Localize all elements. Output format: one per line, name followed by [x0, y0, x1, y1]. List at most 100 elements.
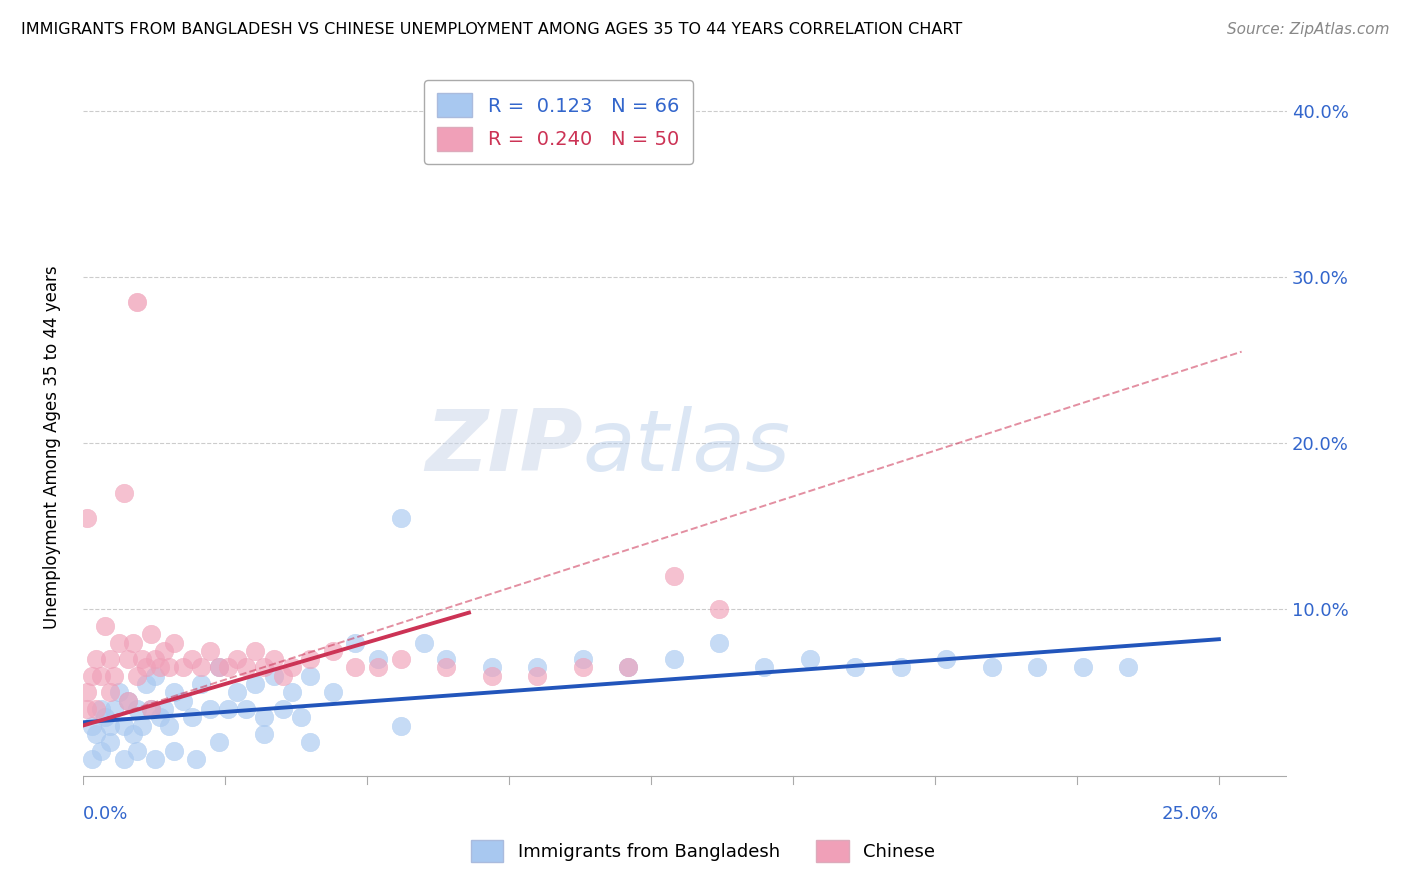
- Point: [389, 511, 412, 525]
- Point: [263, 652, 285, 666]
- Point: [208, 735, 231, 749]
- Point: [80, 752, 103, 766]
- Point: [271, 669, 294, 683]
- Point: [844, 660, 866, 674]
- Point: [157, 719, 180, 733]
- Point: [208, 660, 231, 674]
- Point: [121, 635, 143, 649]
- Point: [117, 652, 139, 666]
- Point: [117, 694, 139, 708]
- Text: ZIP: ZIP: [425, 406, 582, 489]
- Point: [481, 660, 503, 674]
- Point: [198, 644, 221, 658]
- Point: [280, 660, 302, 674]
- Point: [707, 635, 730, 649]
- Point: [162, 635, 184, 649]
- Point: [84, 652, 107, 666]
- Point: [662, 652, 685, 666]
- Point: [322, 644, 344, 658]
- Point: [235, 702, 257, 716]
- Point: [131, 719, 153, 733]
- Point: [180, 710, 202, 724]
- Point: [263, 669, 285, 683]
- Point: [280, 685, 302, 699]
- Point: [103, 669, 125, 683]
- Point: [1071, 660, 1094, 674]
- Text: 25.0%: 25.0%: [1161, 805, 1219, 822]
- Point: [235, 660, 257, 674]
- Text: 0.0%: 0.0%: [83, 805, 128, 822]
- Point: [145, 652, 167, 666]
- Point: [253, 710, 276, 724]
- Point: [90, 702, 112, 716]
- Point: [98, 735, 121, 749]
- Point: [412, 635, 434, 649]
- Y-axis label: Unemployment Among Ages 35 to 44 years: Unemployment Among Ages 35 to 44 years: [44, 266, 60, 629]
- Point: [90, 669, 112, 683]
- Point: [121, 727, 143, 741]
- Point: [145, 752, 167, 766]
- Text: atlas: atlas: [582, 406, 790, 489]
- Point: [127, 294, 149, 309]
- Point: [90, 743, 112, 757]
- Point: [245, 677, 267, 691]
- Point: [145, 669, 167, 683]
- Point: [799, 652, 821, 666]
- Point: [135, 660, 157, 674]
- Point: [149, 660, 172, 674]
- Point: [139, 702, 162, 716]
- Point: [135, 677, 157, 691]
- Text: IMMIGRANTS FROM BANGLADESH VS CHINESE UNEMPLOYMENT AMONG AGES 35 TO 44 YEARS COR: IMMIGRANTS FROM BANGLADESH VS CHINESE UN…: [21, 22, 962, 37]
- Point: [112, 486, 135, 500]
- Point: [76, 702, 98, 716]
- Point: [367, 660, 389, 674]
- Point: [890, 660, 912, 674]
- Point: [290, 710, 312, 724]
- Point: [117, 694, 139, 708]
- Point: [253, 660, 276, 674]
- Point: [112, 752, 135, 766]
- Point: [108, 685, 131, 699]
- Point: [172, 694, 194, 708]
- Point: [98, 719, 121, 733]
- Point: [389, 719, 412, 733]
- Point: [481, 669, 503, 683]
- Point: [94, 619, 117, 633]
- Point: [344, 660, 367, 674]
- Point: [131, 652, 153, 666]
- Point: [245, 644, 267, 658]
- Point: [84, 702, 107, 716]
- Point: [253, 727, 276, 741]
- Point: [226, 652, 249, 666]
- Text: Source: ZipAtlas.com: Source: ZipAtlas.com: [1226, 22, 1389, 37]
- Point: [935, 652, 957, 666]
- Point: [434, 652, 457, 666]
- Point: [127, 743, 149, 757]
- Point: [662, 569, 685, 583]
- Point: [617, 660, 640, 674]
- Point: [707, 602, 730, 616]
- Point: [571, 660, 593, 674]
- Point: [98, 685, 121, 699]
- Point: [162, 743, 184, 757]
- Point: [127, 702, 149, 716]
- Point: [434, 660, 457, 674]
- Point: [389, 652, 412, 666]
- Point: [1026, 660, 1049, 674]
- Point: [153, 644, 176, 658]
- Point: [139, 627, 162, 641]
- Point: [149, 710, 172, 724]
- Point: [180, 652, 202, 666]
- Point: [190, 677, 212, 691]
- Point: [617, 660, 640, 674]
- Point: [103, 702, 125, 716]
- Point: [298, 669, 321, 683]
- Point: [172, 660, 194, 674]
- Legend: Immigrants from Bangladesh, Chinese: Immigrants from Bangladesh, Chinese: [464, 833, 942, 870]
- Point: [367, 652, 389, 666]
- Point: [1116, 660, 1139, 674]
- Point: [298, 652, 321, 666]
- Point: [271, 702, 294, 716]
- Point: [76, 685, 98, 699]
- Point: [208, 660, 231, 674]
